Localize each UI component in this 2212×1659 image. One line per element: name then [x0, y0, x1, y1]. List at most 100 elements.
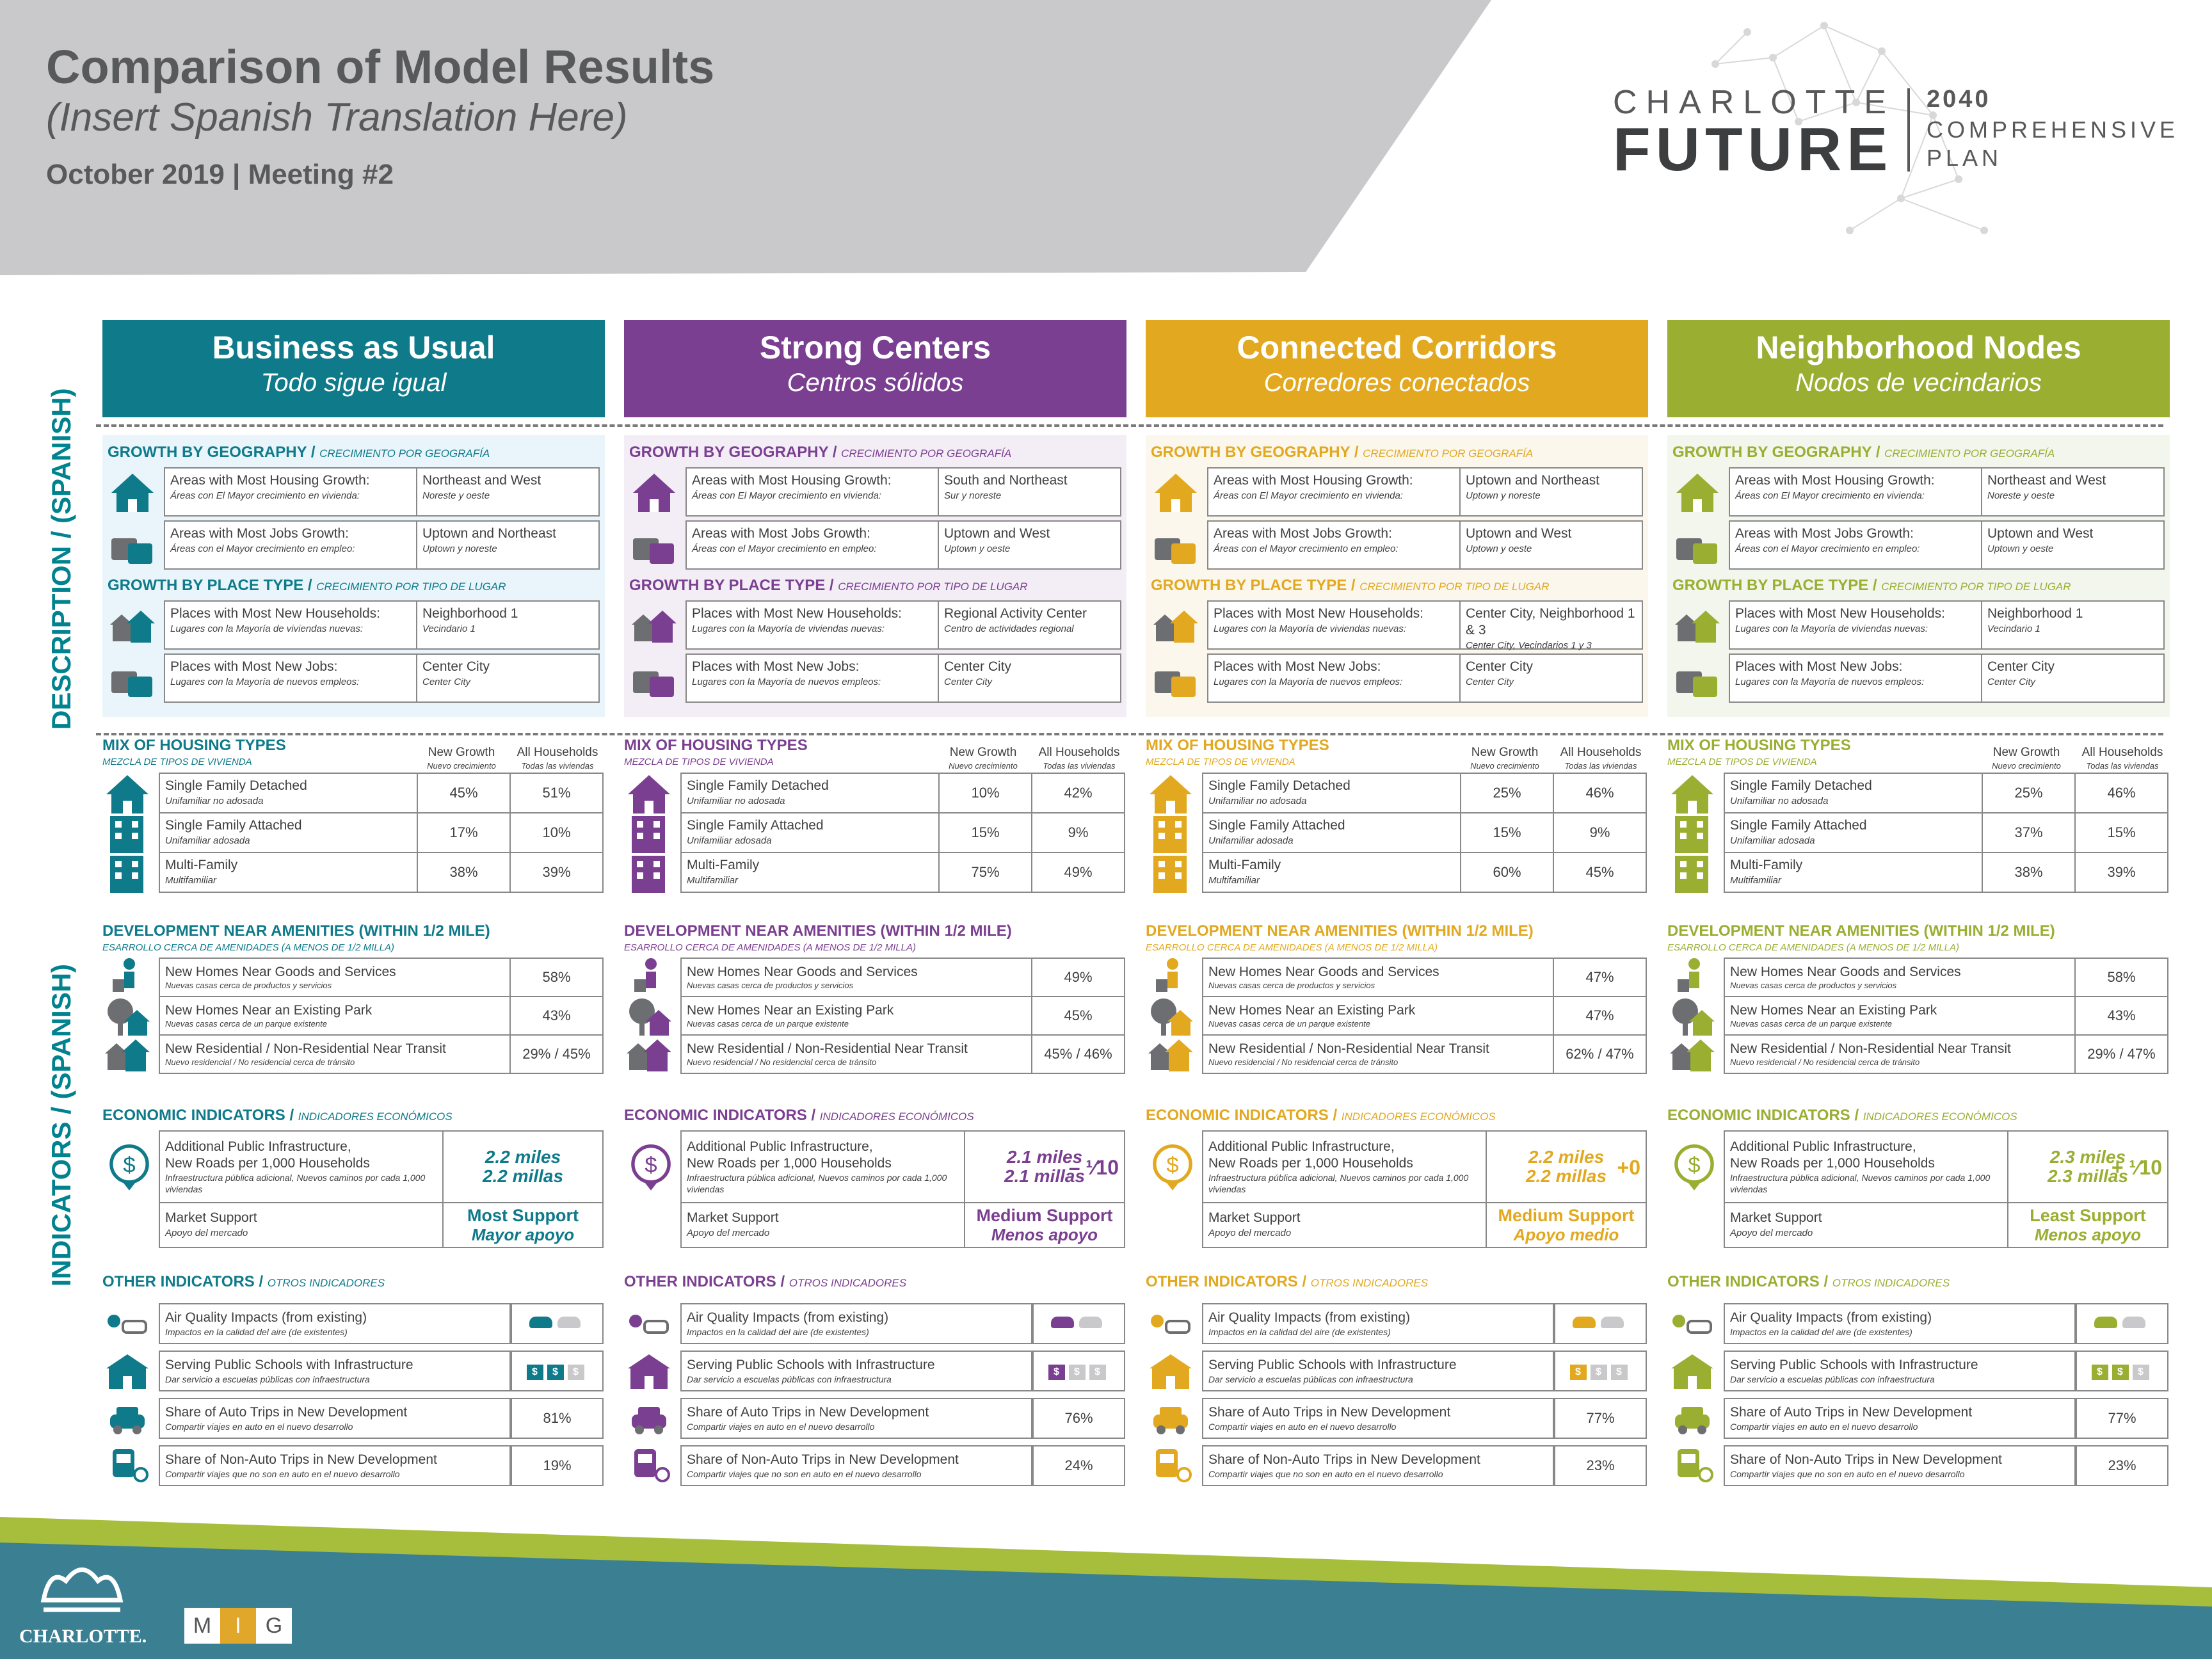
jobs-growth-row: Areas with Most Jobs Growth: Áreas con el…	[111, 520, 600, 570]
housing-growth-row-value: South and Northeast	[944, 473, 1068, 488]
infrastructure-label-2: New Roads per 1,000 Households	[687, 1156, 892, 1171]
new-households-row: Places with Most New Households: Lugares …	[1153, 600, 1643, 651]
growth-place-heading-es: CRECIMIENTO POR TIPO DE LUGAR	[1881, 581, 2071, 593]
jobs-growth-row: Areas with Most Jobs Growth: Áreas con el…	[1676, 520, 2165, 570]
mix-col-all-households: All Households	[2081, 746, 2163, 759]
new-jobs-row-value: Center City	[422, 659, 490, 674]
mix-row-mf: Multi-Family Multifamiliar 60% 45%	[1153, 852, 1647, 893]
jobs-growth-row-value-es: Uptown y oeste	[1466, 543, 1532, 554]
mix-all-households-value: 10%	[542, 824, 571, 840]
jobs-growth-row-value: Uptown and West	[944, 526, 1050, 541]
market-support-label: Market Support	[687, 1210, 779, 1225]
mix-new-growth-value: 25%	[1493, 785, 1521, 801]
other-row-schools: Serving Public Schools with Infrastructu…	[1150, 1350, 1647, 1391]
mix-col-new-growth-es: Nuevo crecimiento	[427, 761, 496, 771]
market-support-label: Market Support	[1208, 1210, 1301, 1225]
shopper-icon	[1156, 958, 1178, 992]
other-row-nonauto: Share of Non-Auto Trips in New Developme…	[1156, 1445, 1647, 1486]
smog-car-icon	[1672, 1315, 1712, 1334]
side-label-description: DESCRIPTION / (SPANISH)	[46, 388, 76, 730]
economic-heading-es: INDICADORES ECONÓMICOS	[1341, 1110, 1496, 1123]
mix-type-sfd-es: Unifamiliar no adosada	[165, 796, 264, 806]
new-households-row-value-es: Vecindario 1	[422, 623, 476, 634]
logo-year: 2040	[1927, 86, 1991, 113]
amenities-heading: DEVELOPMENT NEAR AMENITIES (WITHIN 1/2 M…	[624, 922, 1012, 940]
mix-col-all-households: All Households	[1560, 746, 1642, 759]
other-row-auto: Share of Auto Trips in New Development Co…	[1675, 1398, 2168, 1439]
other-indicators-table: Air Quality Impacts (from existing) Impac…	[1671, 1297, 2168, 1493]
dollar-pin-icon: $	[109, 1144, 149, 1190]
mix-new-growth-value: 37%	[2014, 824, 2043, 840]
mix-heading-es: MEZCLA DE TIPOS DE VIVIENDA	[624, 757, 774, 767]
mix-col-new-growth-es: Nuevo crecimiento	[949, 761, 1018, 771]
mix-new-growth-value: 25%	[2014, 785, 2043, 801]
smog-car-icon	[108, 1315, 147, 1334]
infrastructure-label-2: New Roads per 1,000 Households	[1208, 1156, 1413, 1171]
new-households-row-value-es: Vecindario 1	[1987, 623, 2040, 634]
shopper-icon	[113, 958, 135, 992]
amenity-transit-value: 45% / 46%	[1044, 1046, 1112, 1062]
growth-geography-heading-es: CRECIMIENTO POR GEOGRAFÍA	[1363, 447, 1534, 460]
scenario-header: Connected Corridors Corredores conectado…	[1146, 320, 1648, 417]
mix-heading: MIX OF HOUSING TYPES	[624, 737, 808, 754]
infrastructure-row: $ Additional Public Infrastructure, New R…	[1153, 1130, 1647, 1203]
crown-icon	[40, 1567, 124, 1612]
amenities-table: New Homes Near Goods and Services Nuevas …	[1670, 958, 2168, 1074]
infrastructure-millas: 2.2 millas	[482, 1166, 564, 1186]
jobs-growth-row-label-es: Áreas con el Mayor crecimiento en empleo…	[1735, 543, 1920, 554]
other-auto-es: Compartir viajes en auto en el nuevo des…	[165, 1422, 353, 1432]
other-indicators-section: OTHER INDICATORS / OTROS INDICADORES Air…	[624, 1272, 1126, 1493]
amenity-park-value: 47%	[1585, 1007, 1614, 1023]
house-icon	[1676, 474, 1719, 512]
other-schools-es: Dar servicio a escuelas públicas con inf…	[165, 1374, 370, 1384]
economic-table: $ Additional Public Infrastructure, New R…	[631, 1130, 1125, 1248]
infrastructure-change: + ¹⁄10	[2111, 1156, 2162, 1179]
jobs-growth-row-label: Areas with Most Jobs Growth:	[1735, 526, 1914, 541]
shopper-icon	[1678, 958, 1700, 992]
amenity-park: New Homes Near an Existing Park	[687, 1003, 894, 1018]
mix-new-growth-value: 15%	[971, 824, 1000, 840]
growth-place-heading-es: CRECIMIENTO POR TIPO DE LUGAR	[838, 581, 1028, 593]
amenity-park-es: Nuevas casas cerca de un parque existent…	[687, 1019, 849, 1029]
other-row-nonauto: Share of Non-Auto Trips in New Developme…	[634, 1445, 1125, 1486]
header-banner	[0, 0, 1491, 275]
mix-row-mf: Multi-Family Multifamiliar 38% 39%	[1675, 852, 2168, 893]
description-panel: GROWTH BY GEOGRAPHY / CRECIMIENTO POR GE…	[1146, 435, 1648, 717]
mix-type-sfd-es: Unifamiliar no adosada	[1730, 796, 1829, 806]
infrastructure-label-2: New Roads per 1,000 Households	[165, 1156, 370, 1171]
amenity-row-park: New Homes Near an Existing Park Nuevas ca…	[629, 996, 1125, 1036]
scenario-header: Neighborhood Nodes Nodos de vecindarios	[1667, 320, 2170, 417]
single-family-icon	[1150, 775, 1192, 813]
housing-mix-table: Single Family Detached Unifamiliar no ado…	[106, 773, 604, 893]
jobs-growth-row-value-es: Uptown y noreste	[422, 543, 497, 554]
infrastructure-label-es: Infraestructura pública adicional, Nuevo…	[1730, 1173, 1991, 1194]
mix-heading-es: MEZCLA DE TIPOS DE VIVIENDA	[102, 757, 252, 767]
other-row-air: Air Quality Impacts (from existing) Impac…	[1672, 1303, 2168, 1344]
mig-letter-m: M	[184, 1608, 220, 1644]
park-icon	[1672, 998, 1715, 1036]
scenario-title-es: Todo sigue igual	[260, 369, 447, 397]
housing-growth-row-label-es: Áreas con El Mayor crecimiento en vivien…	[1735, 490, 1925, 501]
other-nonauto: Share of Non-Auto Trips in New Developme…	[1208, 1452, 1480, 1467]
transit-icon	[1148, 1039, 1193, 1071]
other-row-auto: Share of Auto Trips in New Development Co…	[1153, 1398, 1647, 1439]
other-air: Air Quality Impacts (from existing)	[165, 1310, 367, 1325]
mix-type-sfd-es: Unifamiliar no adosada	[1208, 796, 1307, 806]
new-households-row-label: Places with Most New Households:	[170, 606, 380, 621]
scenario-title-es: Corredores conectados	[1263, 369, 1530, 397]
cloud-icon	[529, 1317, 552, 1328]
market-support-value: Most Support	[467, 1206, 579, 1225]
train-bike-icon	[634, 1449, 670, 1482]
amenity-park-es: Nuevas casas cerca de un parque existent…	[1730, 1019, 1892, 1029]
market-support-row: Market Support Apoyo del mercado Least Su…	[1724, 1202, 2168, 1248]
infrastructure-miles: 2.3 miles	[2049, 1147, 2126, 1167]
attached-house-icon	[110, 816, 143, 853]
new-jobs-row-label-es: Lugares con la Mayoría de nuevos empleos…	[1214, 677, 1403, 687]
other-schools-es: Dar servicio a escuelas públicas con inf…	[1208, 1374, 1413, 1384]
market-support-value-es: Apoyo medio	[1513, 1225, 1619, 1244]
mix-col-all-households: All Households	[517, 746, 598, 759]
dollar-pin-icon: $	[1674, 1144, 1714, 1190]
housing-growth-row-label: Areas with Most Housing Growth:	[692, 473, 892, 488]
housing-mix-section: MIX OF HOUSING TYPES MEZCLA DE TIPOS DE V…	[1667, 736, 2170, 893]
side-label-indicators: INDICATORS / (SPANISH)	[46, 963, 76, 1286]
